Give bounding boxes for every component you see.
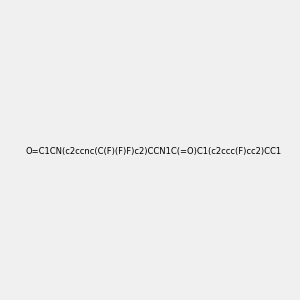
Text: O=C1CN(c2ccnc(C(F)(F)F)c2)CCN1C(=O)C1(c2ccc(F)cc2)CC1: O=C1CN(c2ccnc(C(F)(F)F)c2)CCN1C(=O)C1(c2…	[26, 147, 282, 156]
